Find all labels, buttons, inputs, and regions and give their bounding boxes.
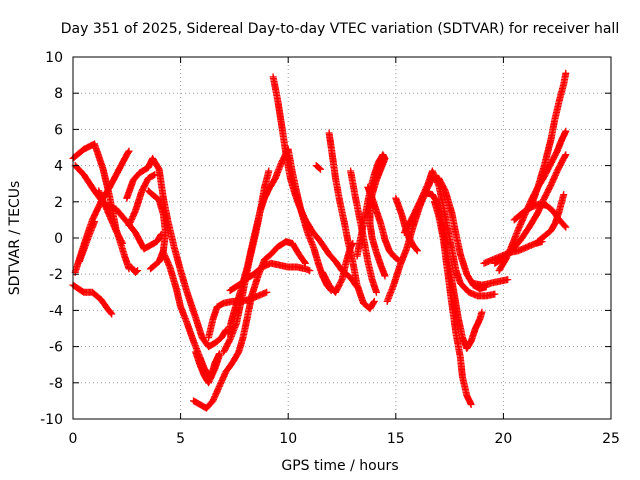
data-markers	[76, 218, 98, 265]
y-tick-label: 6	[54, 122, 63, 138]
data-markers	[123, 154, 230, 351]
series-track-8	[127, 263, 142, 276]
series-track-9	[125, 171, 159, 229]
chart-title: Day 351 of 2025, Sidereal Day-to-day VTE…	[61, 21, 619, 37]
data-markers	[364, 183, 402, 264]
axis-ticks: 0 5 10 15 20 25 -10 -8 -6 -4 -2 0 2 4 6 8 10	[40, 50, 620, 447]
data-markers	[527, 69, 570, 209]
series-track-24	[364, 183, 402, 264]
series-track-5	[76, 218, 98, 265]
y-tick-label: 8	[54, 86, 63, 102]
series-track-35	[527, 69, 570, 209]
data-markers	[312, 162, 324, 173]
y-tick-label: -8	[49, 376, 63, 392]
series-track-7	[123, 154, 230, 351]
data-points	[69, 69, 570, 412]
data-markers	[431, 198, 475, 408]
x-axis-title: GPS time / hours	[281, 458, 398, 474]
data-markers	[125, 171, 159, 229]
x-tick-label: 0	[69, 431, 78, 447]
x-tick-label: 25	[602, 431, 620, 447]
y-tick-label: -10	[40, 412, 63, 428]
y-tick-label: -6	[49, 340, 63, 356]
series-track-3	[69, 281, 116, 318]
data-markers	[469, 276, 512, 289]
data-markers	[144, 187, 169, 273]
series-track-12	[192, 348, 223, 387]
y-tick-label: -4	[49, 303, 63, 319]
y-tick-label: 0	[54, 231, 63, 247]
data-markers	[95, 187, 126, 247]
data-markers	[325, 129, 378, 313]
x-tick-label: 15	[387, 431, 405, 447]
data-markers	[192, 348, 223, 387]
data-markers	[400, 167, 499, 300]
x-tick-label: 10	[279, 431, 297, 447]
series-track-10	[144, 187, 169, 273]
series-track-21	[325, 129, 378, 313]
series-track-29	[431, 198, 475, 408]
data-markers	[534, 191, 568, 246]
series-track-27	[400, 167, 499, 300]
series-track-36	[534, 191, 568, 246]
y-axis-title: SDTVAR / TECUs	[7, 181, 23, 296]
x-tick-label: 5	[176, 431, 185, 447]
data-markers	[127, 263, 142, 276]
series-track-19	[312, 162, 324, 173]
y-tick-label: 4	[54, 159, 63, 175]
series-track-30	[469, 276, 512, 289]
data-markers	[69, 281, 116, 318]
y-tick-label: -2	[49, 267, 63, 283]
y-tick-label: 2	[54, 195, 63, 211]
grid	[73, 57, 611, 419]
y-tick-label: 10	[45, 50, 63, 66]
x-tick-label: 20	[494, 431, 512, 447]
series-track-6	[95, 187, 126, 247]
